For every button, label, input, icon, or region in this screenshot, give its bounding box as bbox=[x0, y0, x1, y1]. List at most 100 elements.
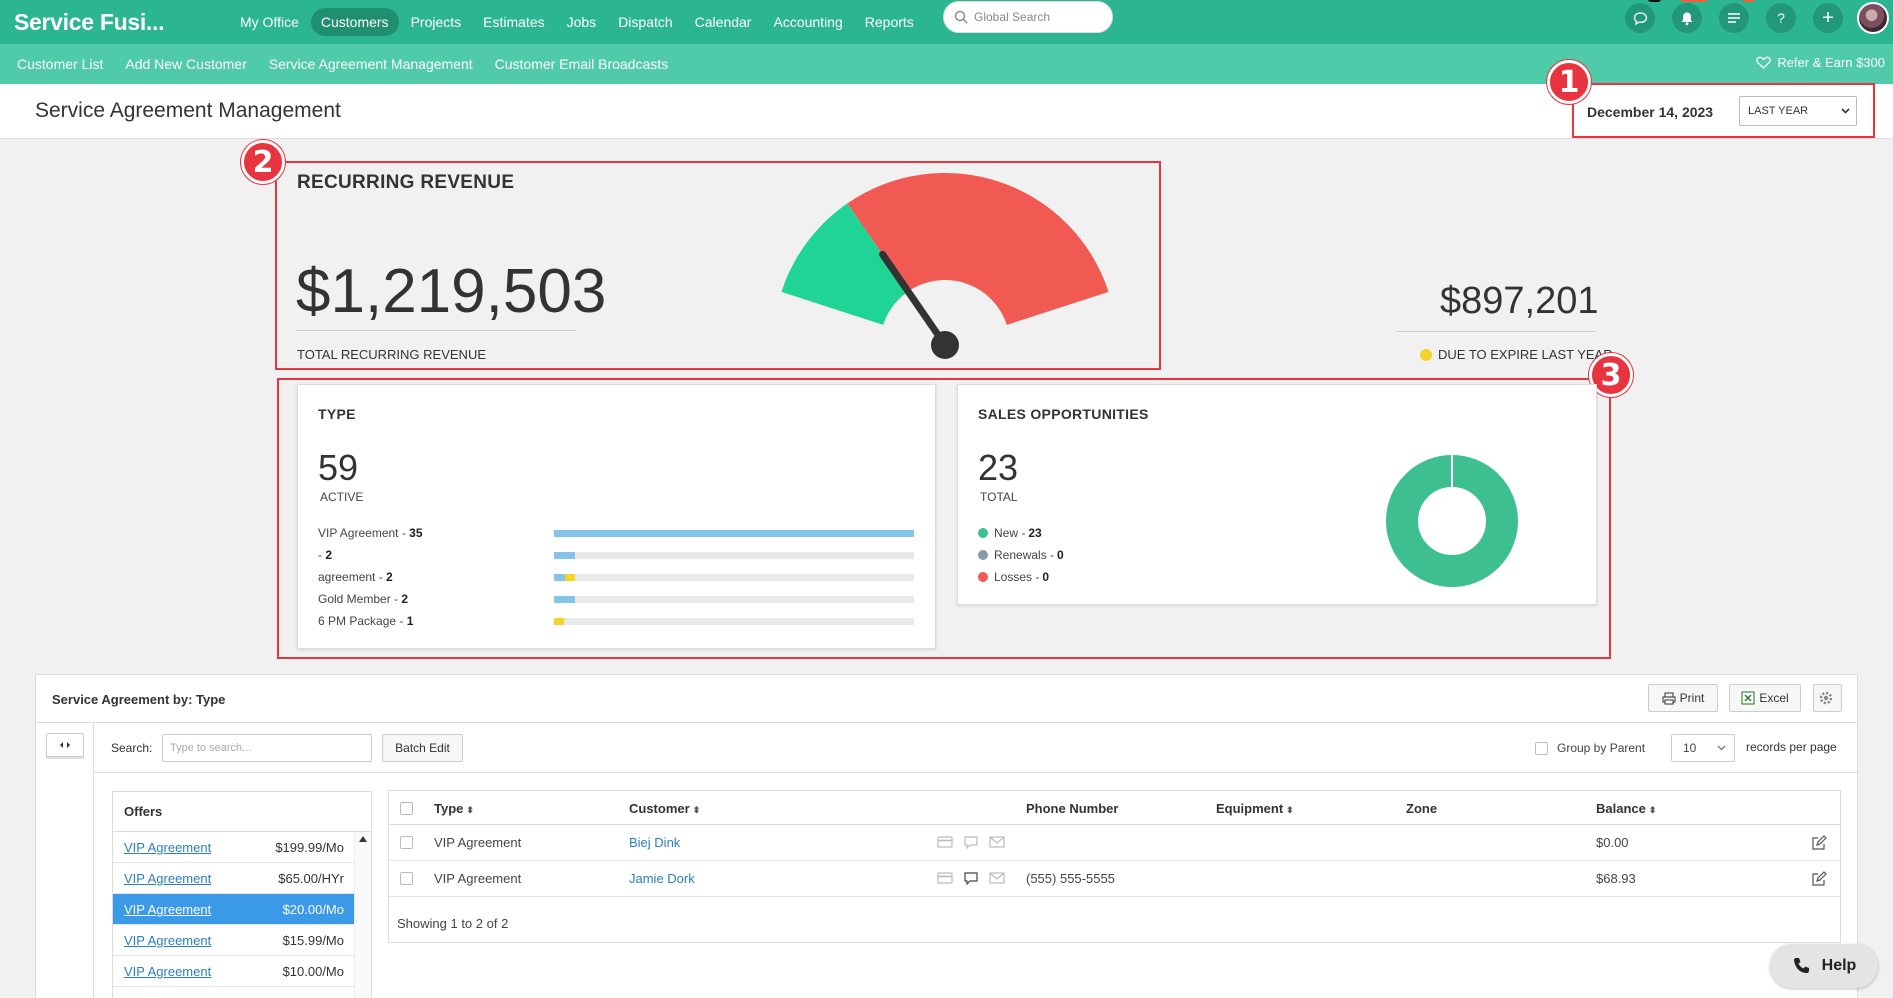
help-icon-button[interactable]: ? bbox=[1766, 3, 1796, 33]
arrows-horizontal-icon bbox=[60, 742, 70, 748]
cell-customer-link[interactable]: Jamie Dork bbox=[629, 871, 695, 886]
type-bar bbox=[554, 618, 914, 625]
email-icon[interactable] bbox=[989, 871, 1005, 885]
brand-logo[interactable]: Service Fusi... bbox=[14, 8, 165, 35]
recurring-revenue-title: RECURRING REVENUE bbox=[297, 172, 515, 193]
email-icon[interactable] bbox=[989, 835, 1005, 849]
table-search-input[interactable] bbox=[162, 734, 372, 762]
subnav-customer-email-broadcasts[interactable]: Customer Email Broadcasts bbox=[494, 56, 669, 72]
user-avatar[interactable] bbox=[1857, 2, 1889, 34]
cell-type: VIP Agreement bbox=[434, 871, 522, 886]
global-search-input[interactable] bbox=[974, 10, 1094, 24]
gear-icon bbox=[1819, 691, 1832, 705]
report-date: December 14, 2023 bbox=[1587, 104, 1714, 120]
offer-link[interactable]: VIP Agreement bbox=[124, 902, 212, 917]
red-dot-icon bbox=[978, 572, 988, 582]
subnav-customer-list[interactable]: Customer List bbox=[17, 56, 104, 72]
top-navbar: Service Fusi... My Office Customers Proj… bbox=[0, 0, 1893, 44]
offer-link[interactable]: VIP Agreement bbox=[124, 871, 212, 886]
nav-reports[interactable]: Reports bbox=[864, 14, 914, 30]
subnav-service-agreement-management[interactable]: Service Agreement Management bbox=[268, 56, 473, 72]
nav-customers[interactable]: Customers bbox=[310, 8, 399, 36]
offer-price: $199.99/Mo bbox=[275, 840, 344, 855]
offer-link[interactable]: VIP Agreement bbox=[124, 840, 212, 855]
plus-icon: + bbox=[1822, 6, 1834, 29]
nav-projects[interactable]: Projects bbox=[410, 14, 462, 30]
row-checkbox[interactable] bbox=[400, 836, 413, 849]
revenue-gauge bbox=[781, 173, 1109, 359]
subnav-add-new-customer[interactable]: Add New Customer bbox=[125, 56, 247, 72]
gray-dot-icon bbox=[978, 550, 988, 560]
main-nav: My Office Customers Projects Estimates J… bbox=[230, 0, 926, 44]
col-type[interactable]: Type ⬍ bbox=[434, 801, 474, 816]
nav-dispatch[interactable]: Dispatch bbox=[618, 14, 673, 30]
offer-item[interactable]: VIP Agreement $199.99/Mo bbox=[113, 832, 354, 863]
excel-button[interactable]: Excel bbox=[1729, 684, 1801, 712]
global-search[interactable] bbox=[943, 1, 1113, 33]
edit-icon[interactable] bbox=[1811, 871, 1827, 887]
cell-customer-link[interactable]: Biej Dink bbox=[629, 835, 681, 850]
chat-button[interactable]: 0 bbox=[1625, 0, 1661, 33]
nav-jobs[interactable]: Jobs bbox=[566, 14, 597, 30]
add-button[interactable]: + bbox=[1813, 3, 1843, 33]
table-row[interactable]: VIP Agreement Jamie Dork (555) 555-5555 … bbox=[389, 861, 1840, 897]
col-equipment[interactable]: Equipment ⬍ bbox=[1216, 801, 1294, 816]
controls-divider bbox=[94, 772, 1859, 773]
row-checkbox[interactable] bbox=[400, 872, 413, 885]
help-button[interactable]: Help bbox=[1770, 944, 1878, 988]
scroll-up-arrow-icon[interactable] bbox=[359, 836, 367, 842]
gauge-needle bbox=[879, 250, 949, 349]
due-to-expire-text: DUE TO EXPIRE LAST YEAR bbox=[1438, 347, 1613, 362]
group-by-parent[interactable]: Group by Parent bbox=[1535, 741, 1645, 755]
tasks-badge: 1 bbox=[1741, 0, 1755, 2]
col-balance[interactable]: Balance ⬍ bbox=[1596, 801, 1657, 816]
per-page-select[interactable]: 10 bbox=[1671, 734, 1735, 762]
sales-total-label: TOTAL bbox=[980, 490, 1018, 504]
refer-earn-link[interactable]: Refer & Earn $300 bbox=[1756, 55, 1885, 70]
group-by-parent-checkbox[interactable] bbox=[1535, 741, 1548, 755]
offers-list: Offers VIP Agreement $199.99/Mo VIP Agre… bbox=[112, 791, 372, 998]
revenue-divider bbox=[296, 330, 576, 331]
top-icons: 0 1418 1 ? + bbox=[1608, 0, 1893, 36]
offers-scrollbar[interactable] bbox=[354, 832, 371, 998]
offer-item[interactable]: VIP Agreement $65.00/HYr bbox=[113, 863, 354, 894]
offer-item[interactable]: VIP Agreement $15.99/Mo bbox=[113, 925, 354, 956]
sms-icon[interactable] bbox=[963, 835, 979, 849]
notifications-button[interactable]: 1418 bbox=[1672, 0, 1708, 33]
type-bar bbox=[554, 574, 914, 581]
period-value: LAST YEAR bbox=[1748, 105, 1809, 117]
left-rail bbox=[36, 723, 94, 998]
type-bar bbox=[554, 596, 914, 603]
batch-edit-button[interactable]: Batch Edit bbox=[382, 734, 463, 762]
collapse-toggle[interactable] bbox=[46, 733, 84, 757]
legend-losses: Losses -0 bbox=[978, 570, 1049, 584]
offer-item[interactable]: VIP Agreement $10.00/Mo bbox=[113, 956, 354, 987]
credit-card-icon[interactable] bbox=[937, 871, 953, 885]
sort-icon: ⬍ bbox=[692, 805, 701, 815]
gauge-segment-expiring bbox=[847, 173, 1109, 325]
total-recurring-revenue-label: TOTAL RECURRING REVENUE bbox=[297, 347, 487, 362]
select-all-checkbox[interactable] bbox=[400, 802, 413, 815]
col-customer[interactable]: Customer ⬍ bbox=[629, 801, 701, 816]
sales-opportunities-card: SALES OPPORTUNITIES 23 TOTAL New -23 Ren… bbox=[957, 384, 1597, 605]
edit-icon[interactable] bbox=[1811, 835, 1827, 851]
chevron-down-icon bbox=[1841, 108, 1850, 114]
bell-icon bbox=[1681, 12, 1693, 25]
offer-link[interactable]: VIP Agreement bbox=[124, 964, 212, 979]
sms-icon[interactable] bbox=[963, 871, 979, 885]
nav-estimates[interactable]: Estimates bbox=[483, 14, 545, 30]
nav-my-office[interactable]: My Office bbox=[240, 14, 299, 30]
offer-item-selected[interactable]: VIP Agreement $20.00/Mo bbox=[113, 894, 354, 925]
cell-balance: $0.00 bbox=[1596, 835, 1629, 850]
tasks-button[interactable]: 1 bbox=[1719, 0, 1755, 33]
nav-accounting[interactable]: Accounting bbox=[773, 14, 843, 30]
nav-calendar[interactable]: Calendar bbox=[694, 14, 752, 30]
settings-button[interactable] bbox=[1813, 684, 1842, 712]
print-button[interactable]: Print bbox=[1648, 684, 1718, 712]
expire-divider bbox=[1396, 331, 1596, 332]
table-row[interactable]: VIP Agreement Biej Dink $0.00 bbox=[389, 825, 1840, 861]
credit-card-icon[interactable] bbox=[937, 835, 953, 849]
annotation-marker-2: 2 bbox=[241, 140, 285, 184]
period-select[interactable]: LAST YEAR bbox=[1739, 96, 1857, 126]
offer-link[interactable]: VIP Agreement bbox=[124, 933, 212, 948]
